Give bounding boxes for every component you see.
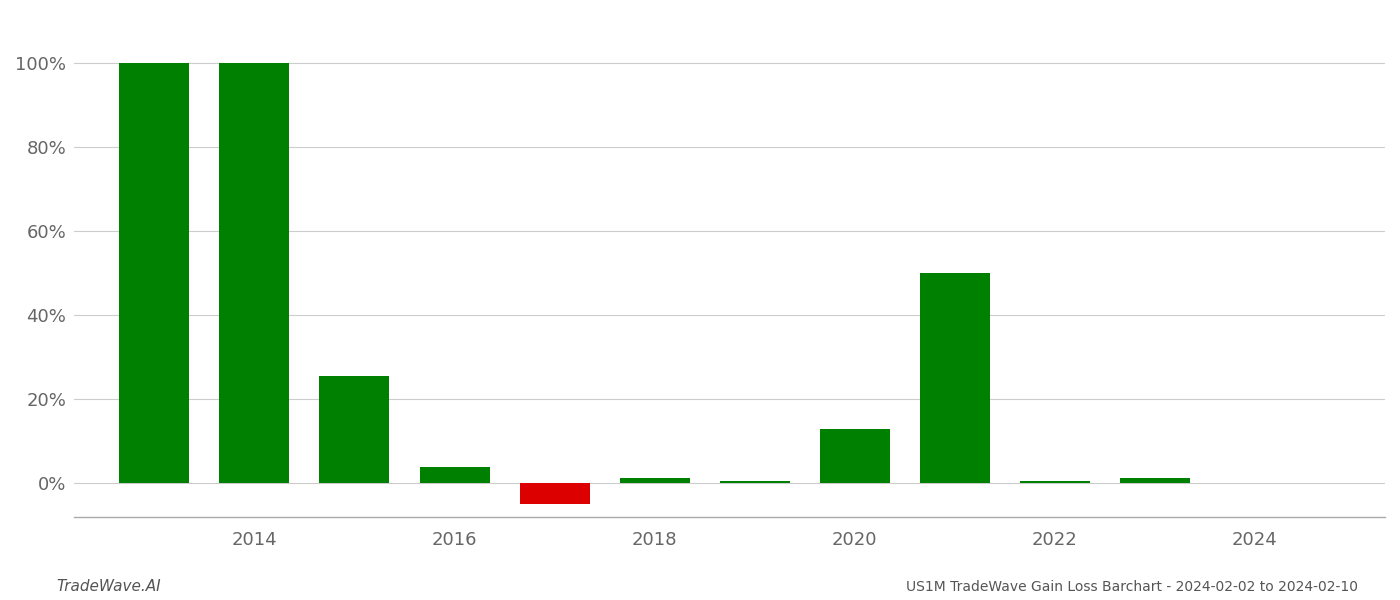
Bar [1019,481,1089,484]
Bar [1120,478,1190,484]
Bar [220,63,290,484]
Bar [720,481,790,484]
Bar [920,273,990,484]
Bar [119,63,189,484]
Bar [420,467,490,484]
Bar [319,376,389,484]
Bar [820,429,890,484]
Bar [620,478,690,484]
Text: TradeWave.AI: TradeWave.AI [56,579,161,594]
Text: US1M TradeWave Gain Loss Barchart - 2024-02-02 to 2024-02-10: US1M TradeWave Gain Loss Barchart - 2024… [906,580,1358,594]
Bar [519,484,589,505]
